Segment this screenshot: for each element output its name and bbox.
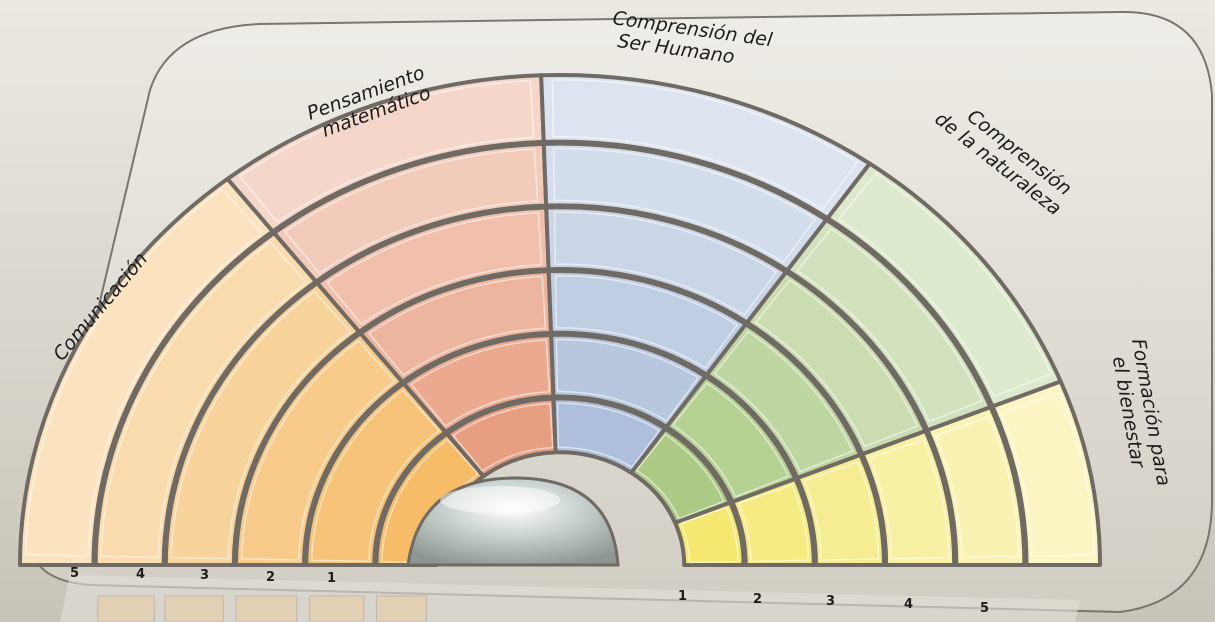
level-cell-highlight xyxy=(934,416,1020,559)
level-cell-highlight xyxy=(240,339,396,561)
panel-reflection xyxy=(60,575,1080,622)
level-cell-highlight xyxy=(868,438,950,560)
level-cell-highlight xyxy=(100,241,308,559)
level-cell-highlight xyxy=(551,79,859,211)
level-number: 3 xyxy=(200,568,209,583)
reflection-cell xyxy=(375,595,427,622)
reflection-cell xyxy=(97,595,155,622)
level-cell-highlight xyxy=(310,389,441,563)
level-cell-highlight xyxy=(283,148,539,275)
dome-highlight xyxy=(440,486,560,514)
level-cell-highlight xyxy=(552,147,817,264)
reflection-cell xyxy=(308,595,365,622)
level-cell-highlight xyxy=(553,211,778,316)
level-cell-highlight xyxy=(837,172,1053,398)
level-cell-highlight xyxy=(754,279,919,448)
level-cell-highlight xyxy=(737,484,810,563)
level-number: 4 xyxy=(904,597,913,612)
fan-reflection xyxy=(97,595,427,622)
level-cell-highlight xyxy=(368,275,547,377)
level-cell-highlight xyxy=(410,339,551,428)
level-number: 5 xyxy=(980,601,989,616)
level-cell-highlight xyxy=(680,506,739,564)
level-numbers-left: 5 4 3 2 1 xyxy=(70,566,336,586)
level-cell-highlight xyxy=(556,402,661,469)
level-cell-highlight xyxy=(1000,391,1096,557)
reflection-cell xyxy=(235,595,298,622)
level-number: 2 xyxy=(753,592,762,607)
level-cell-highlight xyxy=(635,433,725,520)
level-cell-bienestar-1 xyxy=(673,500,746,567)
level-cell-highlight xyxy=(554,275,739,369)
level-cell-highlight xyxy=(555,338,700,422)
level-fan xyxy=(18,73,1102,567)
level-cell-highlight xyxy=(170,290,352,560)
level-cell-bienestar-2 xyxy=(730,476,816,567)
level-number: 4 xyxy=(136,567,145,582)
level-cell-highlight xyxy=(713,330,854,473)
level-cell-highlight xyxy=(452,402,554,472)
level-cell-highlight xyxy=(803,461,880,561)
level-number: 1 xyxy=(327,571,336,586)
level-cell-highlight xyxy=(671,382,790,498)
level-number: 3 xyxy=(826,594,835,609)
level-number: 2 xyxy=(266,570,275,585)
level-cell-bienestar-4 xyxy=(860,429,957,567)
level-cell-highlight xyxy=(796,227,983,423)
level-numbers-right: 1 2 3 4 5 xyxy=(678,589,989,616)
level-cell-highlight xyxy=(325,211,543,326)
reflection-cell xyxy=(164,595,224,622)
level-number: 5 xyxy=(70,566,79,581)
level-cell-highlight xyxy=(24,188,263,557)
level-cell-highlight xyxy=(238,79,535,224)
level-number: 1 xyxy=(678,589,687,604)
